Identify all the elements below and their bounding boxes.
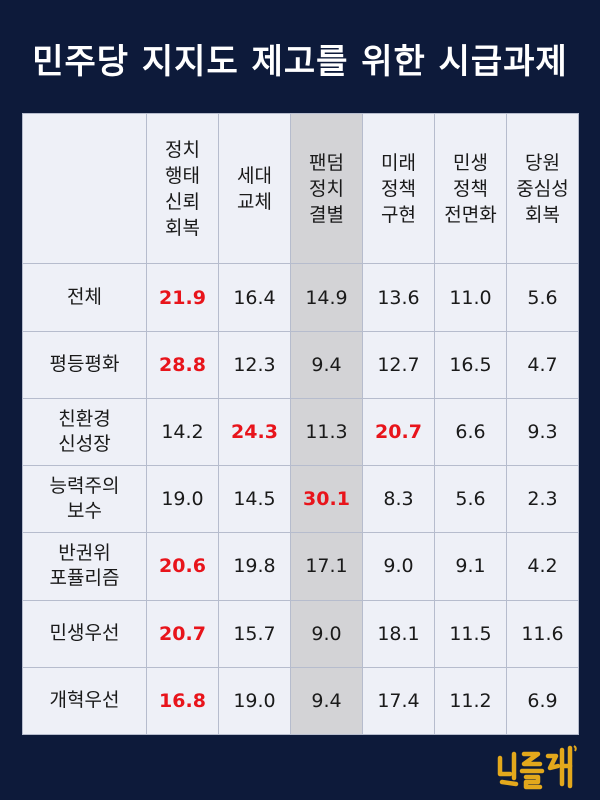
value-cell: 11.5	[434, 599, 507, 668]
value-cell: 14.5	[218, 465, 291, 534]
value-cell: 30.1	[290, 465, 363, 534]
value-cell: 24.3	[218, 397, 291, 467]
row-label: 평등평화	[22, 330, 147, 399]
value-cell: 17.1	[290, 532, 363, 601]
row-label: 전체	[22, 263, 147, 332]
value-cell: 5.6	[434, 465, 507, 534]
value-cell: 4.7	[506, 330, 579, 399]
value-cell: 11.3	[290, 397, 363, 467]
table-row: 능력주의 보수 19.0 14.5 30.1 8.3 5.6 2.3	[22, 465, 579, 534]
column-header: 정치 행태 신뢰 회복	[146, 112, 219, 265]
header-row: 정치 행태 신뢰 회복 세대 교체 팬덤 정치 결별 미래 정책 구현 민생 정책 전면화 당원 중심성 회복	[22, 112, 579, 265]
survey-table: 정치 행태 신뢰 회복 세대 교체 팬덤 정치 결별 미래 정책 구현 민생 정책 전면화 당원 중심성 회복 전체…	[22, 112, 579, 736]
column-header: 미래 정책 구현	[362, 112, 435, 265]
value-cell: 9.4	[290, 330, 363, 399]
value-cell: 28.8	[146, 330, 219, 399]
value-cell: 16.5	[434, 330, 507, 399]
value-cell: 9.0	[362, 532, 435, 601]
table-row: 개혁우선 16.8 19.0 9.4 17.4 11.2 6.9	[22, 666, 579, 736]
value-cell: 19.0	[146, 465, 219, 534]
value-cell: 14.9	[290, 263, 363, 332]
value-cell: 9.1	[434, 532, 507, 601]
table-row: 반권위 포퓰리즘 20.6 19.8 17.1 9.0 9.1 4.2	[22, 532, 579, 601]
value-cell: 12.3	[218, 330, 291, 399]
value-cell: 4.2	[506, 532, 579, 601]
value-cell: 14.2	[146, 397, 219, 467]
value-cell: 9.3	[506, 397, 579, 467]
value-cell: 21.9	[146, 263, 219, 332]
value-cell: 18.1	[362, 599, 435, 668]
value-cell: 15.7	[218, 599, 291, 668]
value-cell: 5.6	[506, 263, 579, 332]
table-row: 전체 21.9 16.4 14.9 13.6 11.0 5.6	[22, 263, 579, 332]
row-label: 민생우선	[22, 599, 147, 668]
page-title: 민주당 지지도 제고를 위한 시급과제	[32, 42, 568, 82]
value-cell: 12.7	[362, 330, 435, 399]
value-cell: 13.6	[362, 263, 435, 332]
value-cell: 20.7	[362, 397, 435, 467]
value-cell: 20.6	[146, 532, 219, 601]
corner-cell	[22, 112, 147, 265]
column-header: 민생 정책 전면화	[434, 112, 507, 265]
column-header: 당원 중심성 회복	[506, 112, 579, 265]
value-cell: 2.3	[506, 465, 579, 534]
table-row: 평등평화 28.8 12.3 9.4 12.7 16.5 4.7	[22, 330, 579, 399]
value-cell: 11.2	[434, 666, 507, 736]
table-row: 민생우선 20.7 15.7 9.0 18.1 11.5 11.6	[22, 599, 579, 668]
row-label: 개혁우선	[22, 666, 147, 736]
value-cell: 16.8	[146, 666, 219, 736]
value-cell: 9.4	[290, 666, 363, 736]
value-cell: 19.8	[218, 532, 291, 601]
value-cell: 19.0	[218, 666, 291, 736]
value-cell: 9.0	[290, 599, 363, 668]
value-cell: 11.0	[434, 263, 507, 332]
value-cell: 16.4	[218, 263, 291, 332]
row-label: 친환경 신성장	[22, 397, 147, 467]
row-label: 반권위 포퓰리즘	[22, 532, 147, 601]
value-cell: 20.7	[146, 599, 219, 668]
value-cell: 8.3	[362, 465, 435, 534]
value-cell: 11.6	[506, 599, 579, 668]
value-cell: 6.6	[434, 397, 507, 467]
column-header: 세대 교체	[218, 112, 291, 265]
value-cell: 17.4	[362, 666, 435, 736]
column-header: 팬덤 정치 결별	[290, 112, 363, 265]
mindeulle-logo-icon	[497, 745, 577, 790]
table-row: 친환경 신성장 14.2 24.3 11.3 20.7 6.6 9.3	[22, 397, 579, 467]
value-cell: 6.9	[506, 666, 579, 736]
row-label: 능력주의 보수	[22, 465, 147, 534]
